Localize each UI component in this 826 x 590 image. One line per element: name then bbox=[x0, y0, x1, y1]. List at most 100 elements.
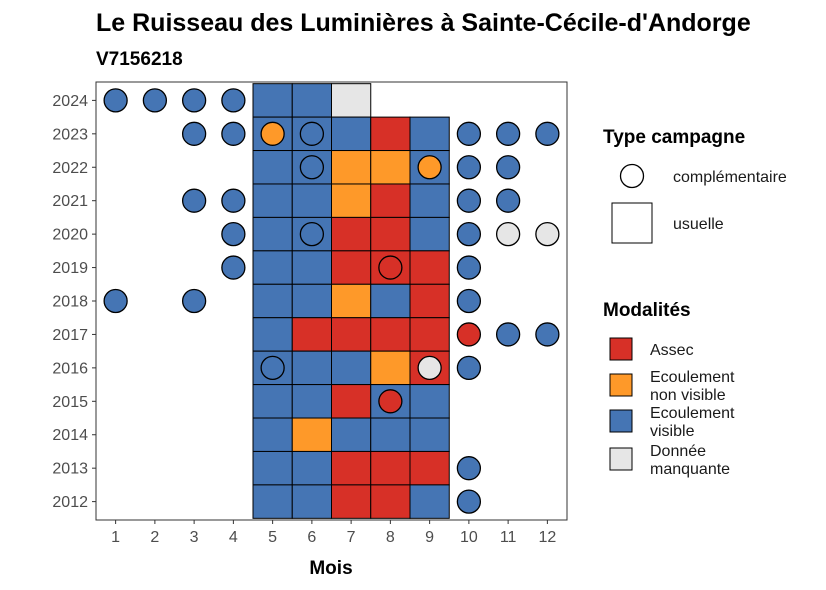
point-2023-10 bbox=[456, 121, 482, 146]
point-2024-3 bbox=[181, 88, 207, 113]
tile-2023-9 bbox=[409, 116, 450, 152]
tile-2020-5 bbox=[252, 216, 293, 252]
x-tick-label: 2 bbox=[150, 529, 159, 546]
tile-2021-7 bbox=[331, 183, 372, 218]
point-2021-10 bbox=[456, 188, 482, 213]
tile-2012-8 bbox=[370, 484, 411, 519]
legend-key-assec bbox=[609, 337, 633, 361]
x-tick-label: 4 bbox=[229, 529, 238, 546]
tile-2015-7 bbox=[331, 384, 372, 419]
tile-2016-8 bbox=[370, 350, 411, 386]
y-tick-label: 2017 bbox=[52, 327, 88, 344]
tile-2016-6 bbox=[291, 350, 332, 386]
tile-2018-8 bbox=[370, 283, 411, 319]
tile-2024-7 bbox=[331, 83, 372, 118]
tile-2012-7 bbox=[331, 484, 372, 519]
tile-2013-8 bbox=[370, 450, 411, 486]
point-2018-3 bbox=[181, 288, 207, 314]
tile-2021-9 bbox=[409, 183, 450, 218]
tile-2021-6 bbox=[291, 183, 332, 218]
y-tick-label: 2014 bbox=[52, 427, 88, 444]
point-2016-5 bbox=[260, 355, 285, 381]
point-2020-11 bbox=[495, 221, 521, 247]
tile-2015-6 bbox=[291, 384, 332, 419]
legend-title-modalites: Modalités bbox=[603, 300, 691, 321]
tile-2015-5 bbox=[252, 384, 293, 419]
tile-2020-7 bbox=[331, 216, 372, 252]
point-2021-11 bbox=[495, 188, 521, 213]
point-2023-12 bbox=[535, 121, 560, 146]
x-axis-title: Mois bbox=[309, 558, 352, 579]
tile-2014-9 bbox=[409, 417, 450, 452]
x-tick-label: 9 bbox=[425, 529, 434, 546]
legend-key-ecoulement-visible bbox=[609, 409, 633, 433]
tile-2021-8 bbox=[370, 183, 411, 218]
tile-2016-7 bbox=[331, 350, 372, 386]
chart-subtitle: V7156218 bbox=[96, 49, 183, 70]
tile-2014-8 bbox=[370, 417, 411, 452]
tile-2017-6 bbox=[291, 317, 332, 352]
tile-2013-5 bbox=[252, 450, 293, 486]
point-2019-10 bbox=[456, 255, 482, 280]
point-2022-11 bbox=[495, 155, 521, 180]
tile-2024-6 bbox=[291, 83, 332, 118]
tile-2019-6 bbox=[291, 250, 332, 285]
tile-2013-7 bbox=[331, 450, 372, 486]
point-2015-8 bbox=[378, 389, 403, 414]
point-2020-10 bbox=[456, 221, 482, 247]
point-2022-10 bbox=[456, 155, 482, 180]
point-2021-3 bbox=[181, 188, 207, 213]
tile-2014-6 bbox=[291, 417, 332, 452]
x-tick-label: 5 bbox=[268, 529, 277, 546]
tile-2014-7 bbox=[331, 417, 372, 452]
legend-label-donnee-manquante-1: Donnée bbox=[650, 443, 706, 460]
tile-2022-5 bbox=[252, 150, 293, 185]
point-2023-6 bbox=[299, 121, 325, 146]
point-2018-10 bbox=[456, 288, 482, 314]
legend-label-ecoulement-non-visible-1: Ecoulement bbox=[650, 369, 735, 386]
point-2013-10 bbox=[456, 456, 482, 481]
point-2021-4 bbox=[221, 188, 246, 213]
x-tick-label: 10 bbox=[460, 529, 478, 546]
tile-2024-5 bbox=[252, 83, 293, 118]
point-2023-4 bbox=[221, 121, 246, 146]
tile-2019-7 bbox=[331, 250, 372, 285]
legend-label-complementaire: complémentaire bbox=[673, 169, 787, 186]
tile-2019-9 bbox=[409, 250, 450, 285]
y-tick-label: 2019 bbox=[52, 260, 88, 277]
legend-title-type-campagne: Type campagne bbox=[603, 127, 745, 148]
point-2022-6 bbox=[299, 155, 325, 180]
x-tick-label: 6 bbox=[307, 529, 316, 546]
tile-2015-9 bbox=[409, 384, 450, 419]
tile-2014-5 bbox=[252, 417, 293, 452]
point-2016-10 bbox=[456, 355, 482, 381]
tile-2012-9 bbox=[409, 484, 450, 519]
point-2023-11 bbox=[495, 121, 521, 146]
y-tick-label: 2016 bbox=[52, 360, 88, 377]
tile-2022-8 bbox=[370, 150, 411, 185]
point-2022-9 bbox=[417, 155, 442, 180]
tile-2012-6 bbox=[291, 484, 332, 519]
tile-2020-9 bbox=[409, 216, 450, 252]
chart-title: Le Ruisseau des Luminières à Sainte-Céci… bbox=[96, 9, 751, 37]
tile-2018-5 bbox=[252, 283, 293, 319]
y-tick-label: 2013 bbox=[52, 461, 88, 478]
legend-label-ecoulement-visible-1: Ecoulement bbox=[650, 405, 735, 422]
axes: 1 2 3 4 5 6 7 8 9 10 11 122012201320142015201620172… bbox=[52, 81, 568, 546]
tile-2017-7 bbox=[331, 317, 372, 352]
tile-2023-7 bbox=[331, 116, 372, 152]
legend-label-ecoulement-non-visible-2: non visible bbox=[650, 387, 726, 404]
tile-2012-5 bbox=[252, 484, 293, 519]
point-2024-4 bbox=[221, 88, 246, 113]
tile-2017-5 bbox=[252, 317, 293, 352]
y-tick-label: 2023 bbox=[52, 126, 88, 143]
point-2019-4 bbox=[221, 255, 246, 280]
tile-2018-6 bbox=[291, 283, 332, 319]
legend-label-donnee-manquante-2: manquante bbox=[650, 461, 730, 478]
point-2020-6 bbox=[299, 221, 325, 247]
y-tick-label: 2020 bbox=[52, 227, 88, 244]
legend-square-key bbox=[611, 202, 653, 244]
y-tick-label: 2024 bbox=[52, 93, 88, 110]
y-tick-label: 2012 bbox=[52, 494, 88, 511]
